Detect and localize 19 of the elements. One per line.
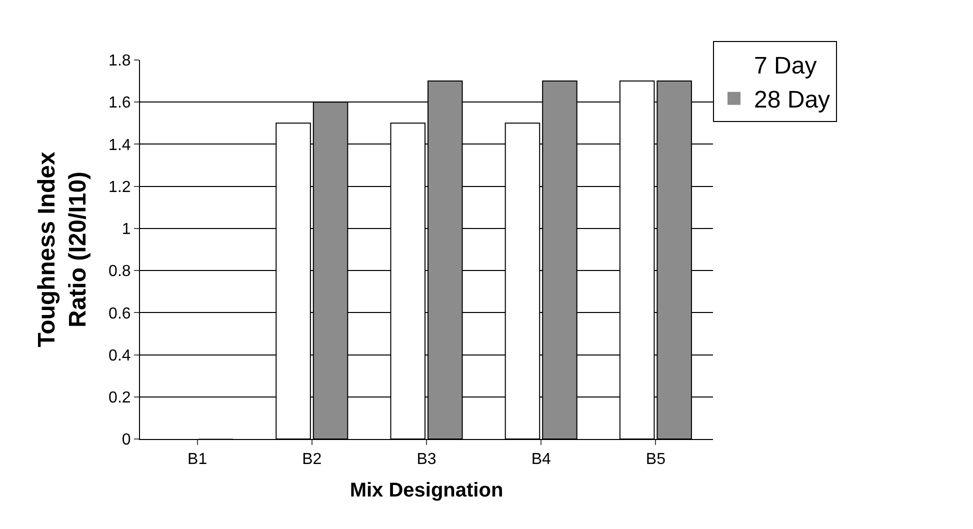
x-tick-label: B3 <box>416 451 436 468</box>
text: 7 Day <box>754 52 817 80</box>
y-tick-label: 0.6 <box>108 305 131 322</box>
y-tick-label: 1.6 <box>108 94 131 112</box>
x-axis-title: Mix Designation <box>350 480 504 502</box>
y-tick-label: 1.8 <box>108 52 131 70</box>
y-axis-title: Toughness Index Ratio (I20/I10) <box>33 151 92 348</box>
y-tick-label: 1.2 <box>108 178 131 196</box>
x-tick-label: B5 <box>646 451 666 468</box>
y-tick-label: 1.4 <box>108 136 131 154</box>
y-tick-label: 0 <box>122 432 131 449</box>
y-tick-label: 0.4 <box>108 347 131 364</box>
y-tick-label: 0.2 <box>108 389 131 406</box>
legend-label: 28 Day <box>754 86 830 114</box>
x-tick-label: B4 <box>531 451 551 468</box>
x-tick-label: B1 <box>188 451 208 468</box>
x-tick-label: B2 <box>302 451 322 468</box>
y-tick-label: 0.8 <box>108 263 131 280</box>
y-tick-label: 1 <box>122 221 131 238</box>
